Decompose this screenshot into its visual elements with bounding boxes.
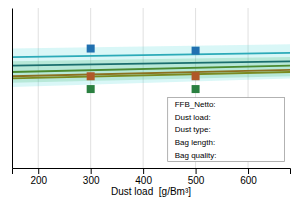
x-tick: 200 [30, 168, 47, 186]
annotation: Bag quality: [175, 151, 217, 160]
plot-marks [12, 44, 290, 93]
x-tick-label: 500 [188, 175, 205, 186]
y-axis-line [12, 9, 13, 169]
annotation-box-frame [168, 98, 285, 162]
x-axis-label: Dust load [g/Bm³] [111, 186, 191, 197]
marker [87, 72, 95, 80]
x-tick: 500 [188, 168, 205, 186]
annotation: Dust load: [175, 113, 211, 122]
annotation: Bag length: [175, 138, 215, 147]
line [12, 72, 290, 78]
x-tick-mark [91, 168, 92, 174]
x-tick-mark [38, 168, 39, 174]
marker [87, 45, 95, 53]
grid-line-x [38, 8, 39, 168]
marker [192, 85, 200, 93]
x-tick: 600 [240, 168, 257, 186]
line [12, 53, 290, 57]
x-axis: 200 300 400 500 600 [13, 168, 291, 186]
chart-container: 200 300 400 500 600 Dust load [g/Bm³] FFB_Nett… [0, 0, 300, 200]
marker [192, 72, 200, 80]
x-tick-mark [143, 168, 144, 174]
band [12, 44, 290, 87]
annotation: FFB_Netto: [175, 100, 216, 109]
grid-line-x [143, 8, 144, 168]
annotation: Dust type: [175, 125, 211, 134]
x-tick: 300 [83, 168, 100, 186]
x-tick-label: 600 [240, 175, 257, 186]
band [12, 57, 290, 83]
line [12, 61, 290, 65]
x-tick-label: 200 [30, 175, 47, 186]
x-axis-line [13, 169, 291, 175]
y-axis [12, 9, 13, 169]
x-tick-label: 300 [83, 175, 100, 186]
x-tick: 400 [135, 168, 152, 186]
x-tick-mark [196, 168, 197, 174]
x-tick-mark [248, 168, 249, 174]
marker [192, 47, 200, 55]
chart-svg: 200 300 400 500 600 Dust load [g/Bm³] FFB_Nett… [0, 0, 300, 200]
marker [87, 85, 95, 93]
x-tick-label: 400 [135, 175, 152, 186]
annotation-box: FFB_Netto: Dust load: Dust type: Bag length… [168, 98, 285, 162]
